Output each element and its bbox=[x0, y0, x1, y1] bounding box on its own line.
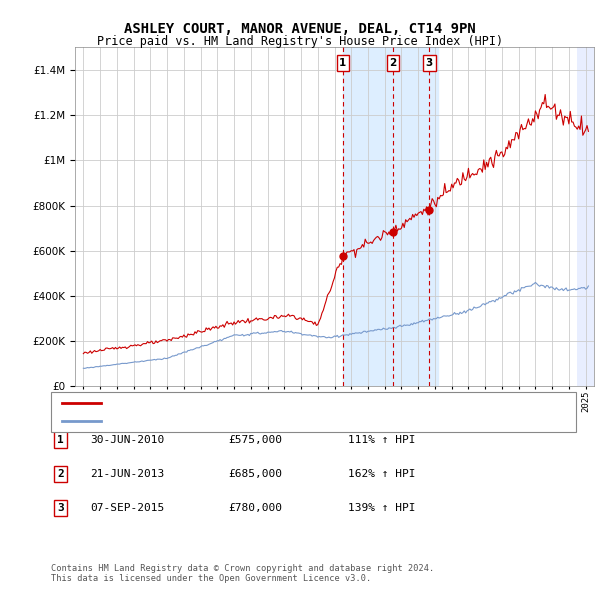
Text: 1: 1 bbox=[57, 435, 64, 444]
Text: HPI: Average price, detached house, Dover: HPI: Average price, detached house, Dove… bbox=[107, 416, 347, 426]
Text: 162% ↑ HPI: 162% ↑ HPI bbox=[348, 469, 415, 478]
Text: £780,000: £780,000 bbox=[228, 503, 282, 513]
Bar bbox=[343, 47, 438, 386]
Text: 139% ↑ HPI: 139% ↑ HPI bbox=[348, 503, 415, 513]
Text: Contains HM Land Registry data © Crown copyright and database right 2024.
This d: Contains HM Land Registry data © Crown c… bbox=[51, 563, 434, 583]
Text: ASHLEY COURT, MANOR AVENUE, DEAL, CT14 9PN: ASHLEY COURT, MANOR AVENUE, DEAL, CT14 9… bbox=[124, 22, 476, 37]
Text: 30-JUN-2010: 30-JUN-2010 bbox=[90, 435, 164, 444]
Text: ASHLEY COURT, MANOR AVENUE, DEAL, CT14 9PN (detached house): ASHLEY COURT, MANOR AVENUE, DEAL, CT14 9… bbox=[107, 398, 454, 408]
Text: 3: 3 bbox=[57, 503, 64, 513]
Text: 3: 3 bbox=[426, 58, 433, 68]
Text: 07-SEP-2015: 07-SEP-2015 bbox=[90, 503, 164, 513]
Text: 2: 2 bbox=[57, 469, 64, 478]
Text: 21-JUN-2013: 21-JUN-2013 bbox=[90, 469, 164, 478]
Text: Price paid vs. HM Land Registry's House Price Index (HPI): Price paid vs. HM Land Registry's House … bbox=[97, 35, 503, 48]
Text: 1: 1 bbox=[339, 58, 346, 68]
Bar bbox=[577, 47, 594, 386]
Text: 2: 2 bbox=[389, 58, 397, 68]
Text: £685,000: £685,000 bbox=[228, 469, 282, 478]
Text: £575,000: £575,000 bbox=[228, 435, 282, 444]
Text: 111% ↑ HPI: 111% ↑ HPI bbox=[348, 435, 415, 444]
